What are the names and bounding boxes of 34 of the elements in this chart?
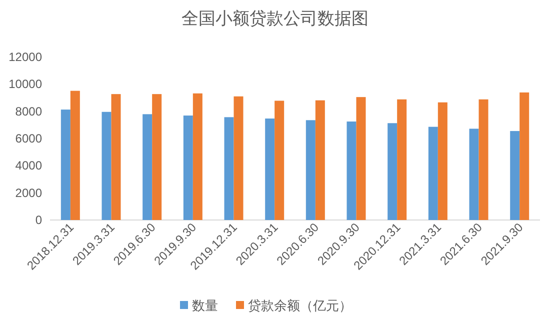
bar: [192, 93, 202, 220]
y-tick-label: 2000: [15, 186, 42, 200]
bar: [346, 122, 356, 220]
bar: [183, 116, 193, 220]
bar: [102, 112, 112, 220]
legend-label: 数量: [192, 298, 218, 313]
bar: [60, 110, 70, 220]
bar: [428, 126, 438, 220]
bar: [265, 118, 275, 220]
bar: [70, 90, 80, 220]
bar: [510, 131, 520, 220]
y-tick-label: 10000: [8, 77, 42, 92]
bar: [142, 114, 152, 220]
bar: [234, 96, 244, 220]
bar: [306, 120, 316, 220]
bar: [478, 99, 488, 220]
y-tick-label: 4000: [15, 158, 42, 173]
bar: [438, 102, 448, 220]
bar: [152, 94, 162, 220]
chart-title: 全国小额贷款公司数据图: [182, 9, 368, 28]
bar: [224, 117, 234, 220]
y-tick-label: 6000: [15, 132, 42, 146]
bar: [397, 99, 407, 220]
bar: [469, 128, 479, 220]
bar: [274, 100, 284, 220]
bar: [111, 94, 121, 220]
y-tick-label: 12000: [8, 50, 42, 64]
bar: [388, 123, 398, 220]
legend-label: 贷款余额（亿元）: [248, 298, 352, 313]
bar: [315, 100, 325, 220]
bar: [356, 97, 366, 220]
y-tick-label: 0: [35, 213, 42, 227]
y-tick-label: 8000: [15, 104, 42, 118]
bar: [520, 92, 530, 220]
